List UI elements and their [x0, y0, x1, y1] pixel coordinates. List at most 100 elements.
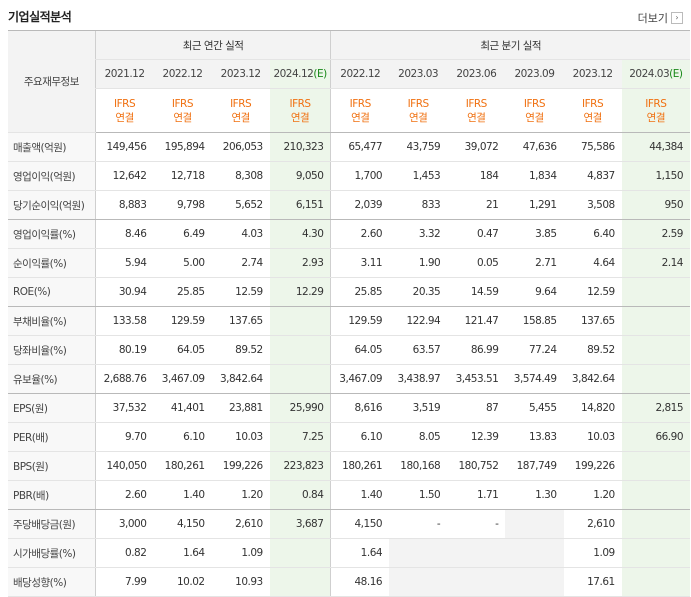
- table-row: EPS(원) 37,532 41,401 23,881 25,990 8,616 3,519…: [8, 393, 690, 423]
- more-link[interactable]: 더보기 ›: [638, 10, 683, 26]
- table-cell: 1.64: [330, 538, 390, 568]
- ifrs-label: IFRS 연결: [330, 88, 390, 133]
- table-cell: 2.60: [330, 219, 390, 249]
- table-cell: 4,150: [153, 509, 212, 539]
- table-cell: [447, 538, 506, 568]
- table-cell: 1.20: [563, 480, 622, 510]
- table-cell: 14.59: [447, 277, 506, 307]
- table-cell: [389, 538, 448, 568]
- table-cell: 44,384: [621, 132, 690, 162]
- table-cell: 223,823: [269, 451, 331, 481]
- table-cell: 1.64: [153, 538, 212, 568]
- ifrs-top: IFRS: [645, 97, 667, 110]
- table-cell: 1.09: [563, 538, 622, 568]
- table-cell: 2.74: [211, 248, 270, 278]
- table-cell: [621, 509, 690, 539]
- table-cell: 2,039: [330, 190, 390, 220]
- row-label: 영업이익률(%): [8, 219, 96, 249]
- table-cell: 2.60: [94, 480, 154, 510]
- chevron-right-icon: ›: [671, 12, 683, 24]
- table-cell: 158.85: [505, 306, 564, 336]
- table-cell: 8.05: [389, 422, 448, 452]
- ifrs-bottom: 연결: [408, 111, 428, 124]
- row-label: 주당배당금(원): [8, 509, 96, 539]
- period-header: 2024.03(E): [621, 59, 690, 89]
- table-cell: 23,881: [211, 393, 270, 423]
- period-label: 2022.12: [162, 68, 203, 80]
- table-cell: 21: [447, 190, 506, 220]
- ifrs-bottom: 연결: [467, 111, 486, 124]
- table-row: 영업이익(억원) 12,642 12,718 8,308 9,050 1,700 1,453…: [8, 161, 690, 191]
- table-cell: 8.46: [94, 219, 154, 249]
- row-label: 당좌비율(%): [8, 335, 96, 365]
- table-cell: 2,610: [211, 509, 270, 539]
- table-cell: 2.93: [269, 248, 331, 278]
- period-label: 2024.03: [629, 68, 670, 80]
- table-cell: 64.05: [153, 335, 212, 365]
- table-row: 시가배당률(%) 0.82 1.64 1.09 1.64 1.09: [8, 538, 690, 568]
- table-cell: 9.64: [505, 277, 564, 307]
- table-cell: 1,291: [505, 190, 564, 220]
- table-cell: 950: [621, 190, 690, 220]
- ifrs-bottom: 연결: [173, 111, 192, 124]
- period-header: 2022.12: [330, 59, 390, 89]
- table-cell: 3,519: [389, 393, 448, 423]
- table-cell: 1.90: [389, 248, 448, 278]
- period-header: 2022.12: [153, 59, 212, 89]
- table-cell: 0.47: [447, 219, 506, 249]
- table-cell: 129.59: [153, 306, 212, 336]
- table-cell: 12.39: [447, 422, 506, 452]
- table-cell: 122.94: [389, 306, 448, 336]
- table-cell: 184: [447, 161, 506, 191]
- table-cell: [269, 364, 331, 394]
- table-cell: [505, 509, 564, 539]
- ifrs-top: IFRS: [582, 97, 604, 110]
- estimate-mark: (E): [313, 68, 327, 80]
- table-cell: 3,842.64: [563, 364, 622, 394]
- row-label: 당기순이익(억원): [8, 190, 96, 220]
- table-cell: 25,990: [269, 393, 331, 423]
- table-cell: 180,261: [330, 451, 390, 481]
- table-cell: 4.30: [269, 219, 331, 249]
- table-cell: 12.59: [211, 277, 270, 307]
- table-row: 당기순이익(억원) 8,883 9,798 5,652 6,151 2,039 833 21 1…: [8, 190, 690, 220]
- table-cell: 2,610: [563, 509, 622, 539]
- table-cell: 3.32: [389, 219, 448, 249]
- table-cell: 14,820: [563, 393, 622, 423]
- ifrs-header-row: IFRS 연결 IFRS 연결 IFRS 연결 IFRS 연결 IFRS 연결 IFRS 연결 IFRS…: [8, 88, 690, 133]
- ifrs-bottom: 연결: [583, 111, 602, 124]
- table-cell: 1,453: [389, 161, 448, 191]
- table-cell: 1.71: [447, 480, 506, 510]
- row-label-header: 주요재무정보: [8, 30, 96, 133]
- table-cell: 47,636: [505, 132, 564, 162]
- period-label: 2024.12: [273, 68, 314, 80]
- table-cell: 1,834: [505, 161, 564, 191]
- table-row: PBR(배) 2.60 1.40 1.20 0.84 1.40 1.50 1.71 1.30 1.…: [8, 480, 690, 510]
- table-cell: 87: [447, 393, 506, 423]
- row-label: 배당성향(%): [8, 567, 96, 597]
- table-cell: 0.05: [447, 248, 506, 278]
- row-label: PER(배): [8, 422, 96, 452]
- table-cell: [621, 277, 690, 307]
- table-cell: [389, 567, 448, 597]
- table-cell: 37,532: [94, 393, 154, 423]
- period-label: 2023.12: [220, 68, 261, 80]
- ifrs-bottom: 연결: [290, 111, 310, 124]
- table-cell: 2,688.76: [94, 364, 154, 394]
- table-cell: 3,687: [269, 509, 331, 539]
- financial-table: 주요재무정보 최근 연간 실적 최근 분기 실적 2021.12 2022.12 2…: [8, 30, 690, 597]
- table-row: PER(배) 9.70 6.10 10.03 7.25 6.10 8.05 12.39 13.8…: [8, 422, 690, 452]
- table-cell: 1.09: [211, 538, 270, 568]
- table-cell: 6.49: [153, 219, 212, 249]
- table-cell: 3.11: [330, 248, 390, 278]
- table-cell: 3,000: [94, 509, 154, 539]
- table-cell: 41,401: [153, 393, 212, 423]
- table-cell: 140,050: [94, 451, 154, 481]
- row-label: 매출액(억원): [8, 132, 96, 162]
- table-cell: 17.61: [563, 567, 622, 597]
- period-header: 2021.12: [94, 59, 154, 89]
- table-cell: 12.59: [563, 277, 622, 307]
- table-cell: [621, 480, 690, 510]
- table-cell: 5,652: [211, 190, 270, 220]
- period-label: 2021.12: [104, 68, 145, 80]
